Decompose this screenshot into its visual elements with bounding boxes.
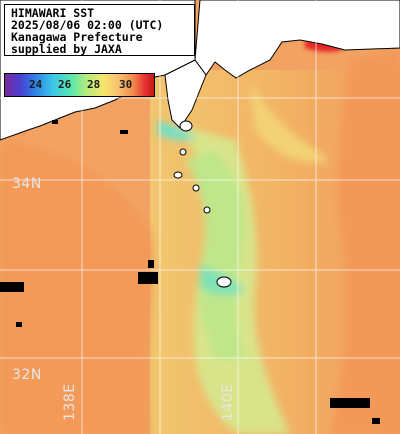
colorbar-tick-26: 26 <box>58 78 72 91</box>
island-hachijo <box>216 276 232 288</box>
colorbar-tick-30: 30 <box>119 78 133 91</box>
no-data <box>0 120 380 424</box>
title-line-3: Kanagawa Prefecture <box>11 30 143 44</box>
lon-label-138e: 138E <box>62 383 78 421</box>
island-miyake <box>203 206 211 214</box>
lat-label-32n: 32N <box>12 367 42 383</box>
island-toshima <box>179 148 187 156</box>
island-oshima <box>179 120 193 132</box>
colorbar: 24 26 28 30 <box>4 73 155 97</box>
warm-west <box>0 140 153 434</box>
title-line-1: HIMAWARI SST <box>11 6 95 20</box>
lat-label-34n: 34N <box>12 176 42 192</box>
island-niijima <box>173 171 183 179</box>
warm-east <box>330 50 400 434</box>
colorbar-tick-24: 24 <box>29 78 43 91</box>
title-line-2: 2025/08/06 02:00 (UTC) <box>11 18 164 32</box>
honshu-coast <box>194 0 400 79</box>
lon-label-140e: 140E <box>220 383 236 421</box>
cool-tongue <box>158 80 330 434</box>
title-box: HIMAWARI SST 2025/08/06 02:00 (UTC) Kana… <box>4 4 195 56</box>
title-line-4: supplied by JAXA <box>11 42 122 56</box>
colorbar-tick-28: 28 <box>87 78 101 91</box>
izu-peninsula <box>164 59 207 129</box>
island-kozushima <box>192 184 200 192</box>
